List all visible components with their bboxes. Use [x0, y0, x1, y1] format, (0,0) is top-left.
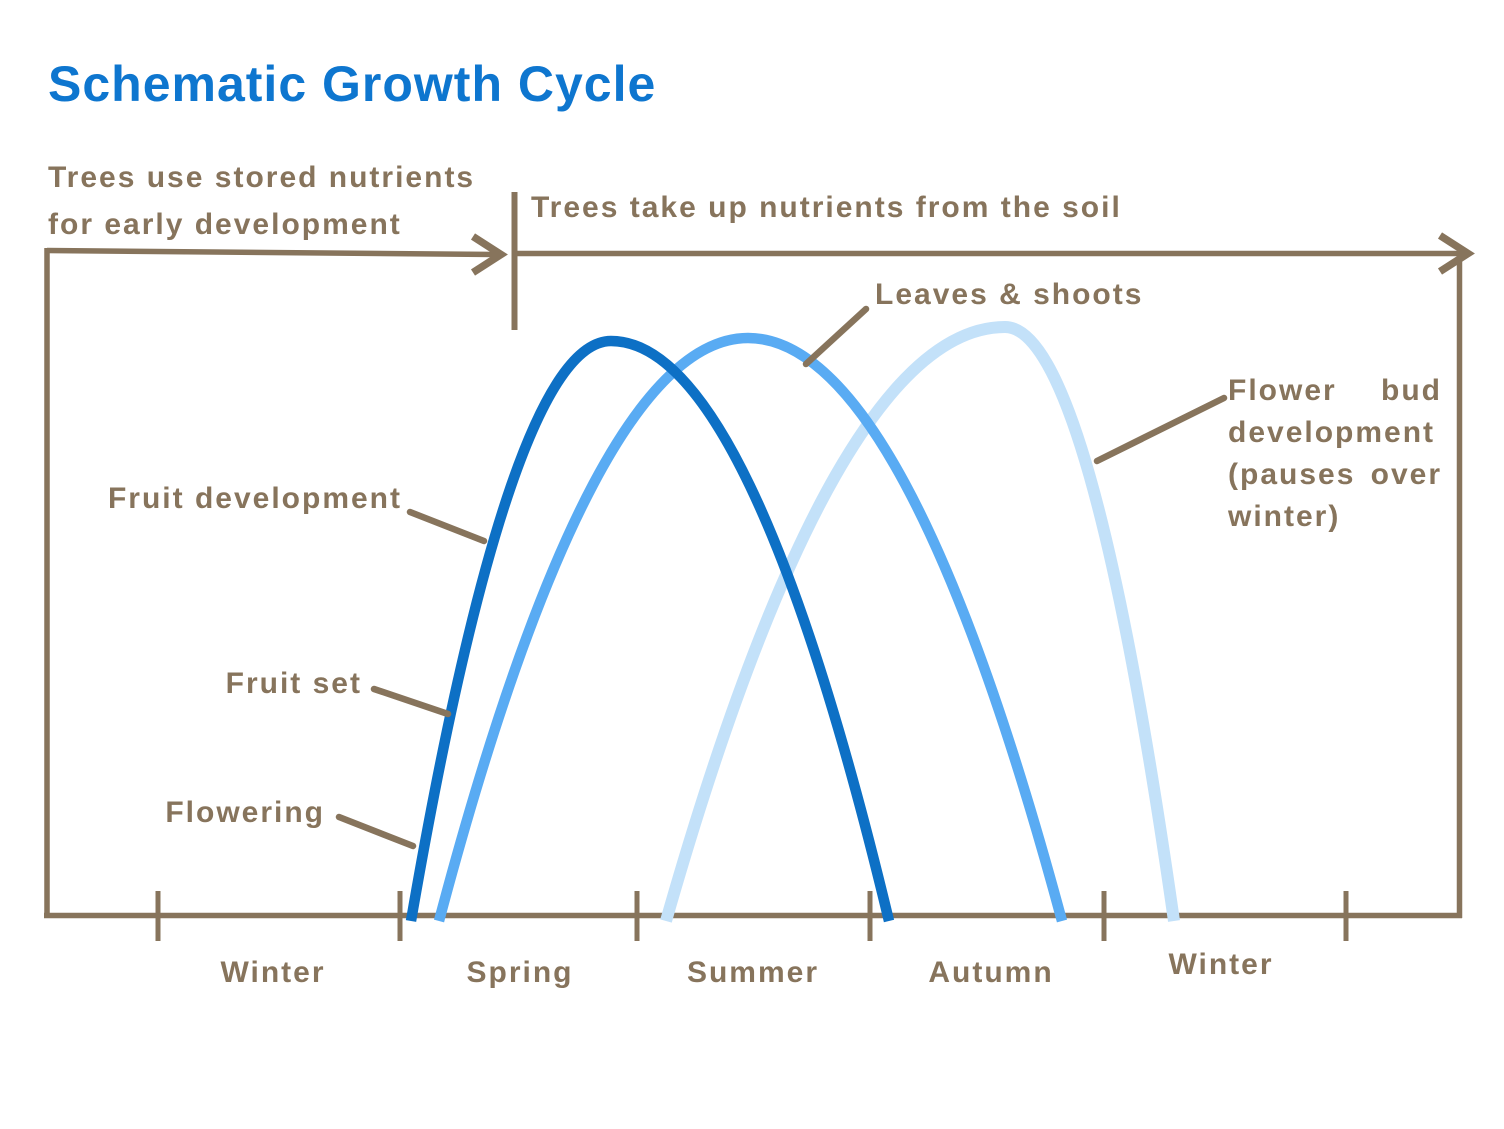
x-axis-label-winter-1: Winter: [220, 956, 326, 989]
stored-nutrients-annotation: Trees use stored nutrients for early dev…: [48, 154, 475, 248]
flowering-label: Flowering: [165, 796, 325, 829]
label-pointer-lines: [335, 305, 1228, 850]
fruit-development-label: Fruit development: [107, 482, 402, 515]
flower-bud-pointer-line: [1093, 394, 1228, 465]
stored-nutrients-annotation-line2: for early development: [48, 208, 402, 241]
fruit-set-pointer-line: [370, 685, 452, 718]
stored-nutrients-arrow-line: [46, 247, 497, 258]
stored-nutrients-annotation-line1: Trees use stored nutrients: [48, 161, 476, 194]
flowering-pointer-line: [335, 813, 417, 850]
leaves-shoots-curve: [433, 332, 1068, 923]
leaves-shoots-pointer-line: [802, 305, 870, 368]
x-axis-label-autumn: Autumn: [928, 956, 1054, 989]
flower-bud-label: Flower bud development (pauses over wint…: [1228, 374, 1442, 533]
fruit-curve: [405, 335, 895, 923]
leaves-shoots-label: Leaves & shoots: [875, 278, 1144, 311]
x-axis-label-spring: Spring: [466, 956, 574, 989]
x-axis-label-winter-2: Winter: [1168, 948, 1274, 981]
stored-nutrients-arrowhead-icon: [470, 233, 508, 276]
soil-nutrients-arrowhead-icon: [1437, 232, 1475, 275]
frame-lines: [44, 192, 1475, 919]
flower-bud-curve: [660, 320, 1180, 923]
axis-ticks: [155, 891, 1349, 941]
page-title: Schematic Growth Cycle: [48, 56, 657, 112]
soil-nutrients-annotation: Trees take up nutrients from the soil: [531, 191, 1122, 224]
fruit-set-label: Fruit set: [225, 667, 362, 700]
fruit-development-pointer-line: [406, 508, 488, 545]
x-axis-label-summer: Summer: [686, 956, 820, 989]
